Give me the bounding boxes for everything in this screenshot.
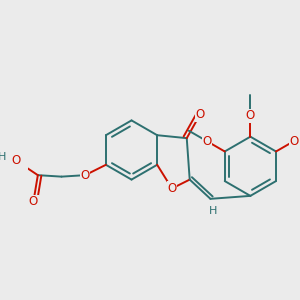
Text: O: O [167, 182, 177, 195]
Text: O: O [11, 154, 20, 167]
Text: O: O [202, 135, 212, 148]
Text: O: O [289, 135, 298, 148]
Text: O: O [246, 110, 255, 122]
Text: O: O [195, 108, 205, 121]
Text: O: O [81, 169, 90, 182]
Text: O: O [29, 195, 38, 208]
Text: H: H [0, 152, 7, 162]
Text: H: H [209, 206, 218, 216]
